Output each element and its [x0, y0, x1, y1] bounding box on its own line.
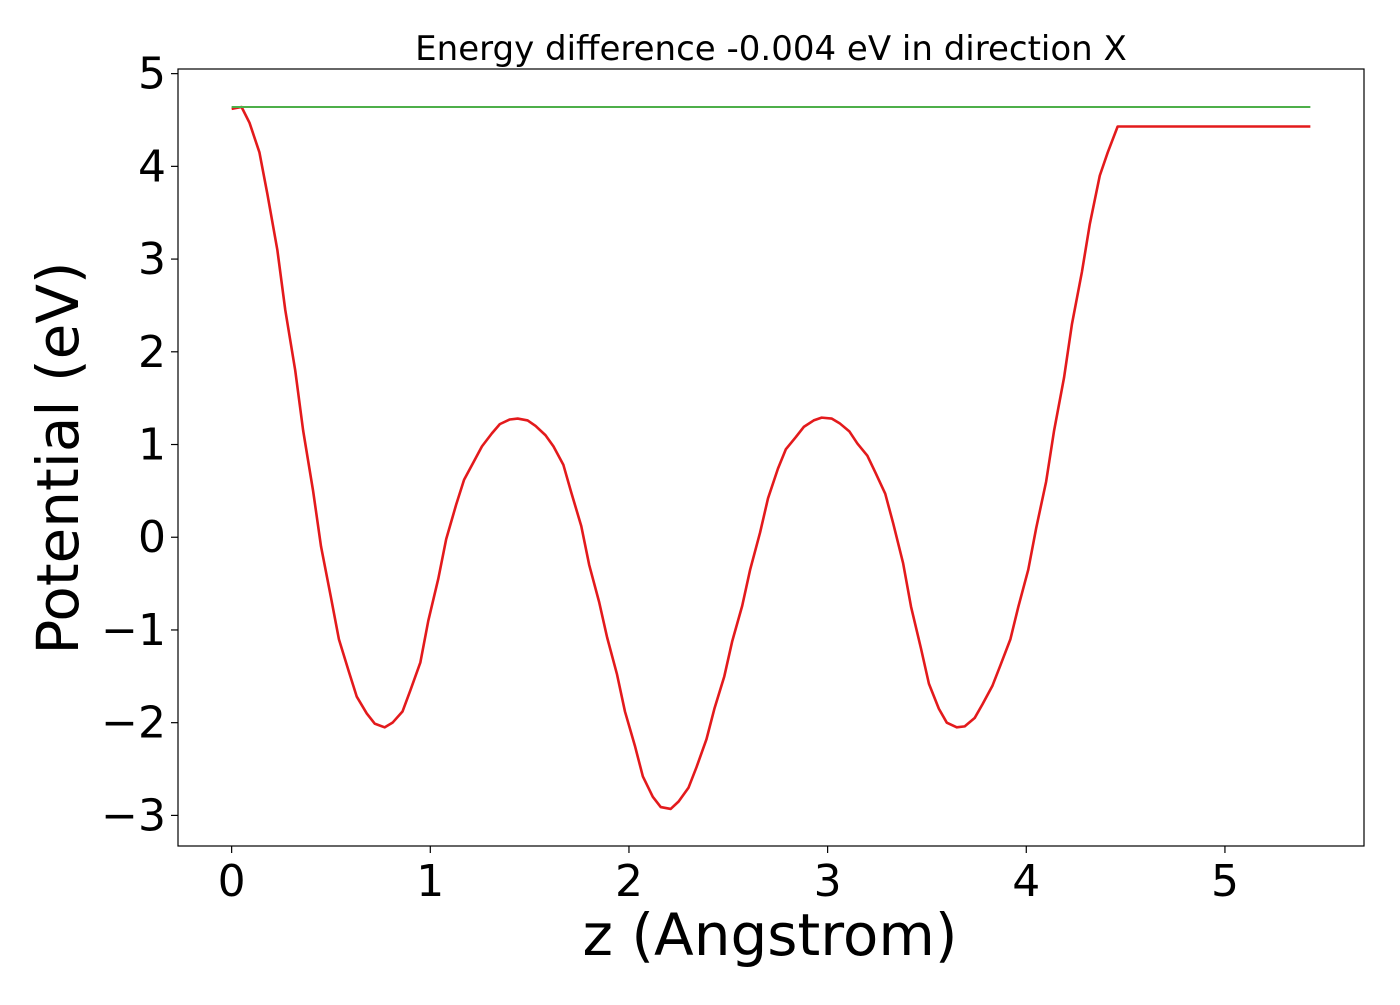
x-tick-label: 2 — [615, 856, 643, 907]
y-tick-label: −2 — [101, 698, 166, 749]
series-layer — [231, 105, 1311, 811]
x-tick-label: 0 — [218, 856, 246, 907]
x-tick-label: 3 — [814, 856, 842, 907]
y-tick-label: 5 — [138, 49, 166, 100]
y-tick-label: −3 — [101, 790, 166, 841]
axis-layer: 0 1 2 3 4 5 −3 −2 −1 0 1 2 3 4 5 — [101, 49, 1239, 907]
y-tick-label: 0 — [138, 512, 166, 563]
y-tick-label: 4 — [138, 141, 166, 192]
y-axis-label: Potential (eV) — [24, 261, 92, 654]
plot-frame — [177, 68, 1365, 847]
y-tick-label: 2 — [138, 327, 166, 378]
x-tick-label: 5 — [1211, 856, 1239, 907]
y-tick-label: 1 — [138, 420, 166, 471]
y-tick-label: 3 — [138, 234, 166, 285]
x-axis-label: z (Angstrom) — [583, 901, 958, 969]
x-tick-label: 4 — [1012, 856, 1040, 907]
series-line-1 — [231, 105, 1311, 811]
y-tick-label: −1 — [101, 605, 166, 656]
chart-title: Energy difference -0.004 eV in direction… — [415, 29, 1127, 69]
x-tick-label: 1 — [416, 856, 444, 907]
